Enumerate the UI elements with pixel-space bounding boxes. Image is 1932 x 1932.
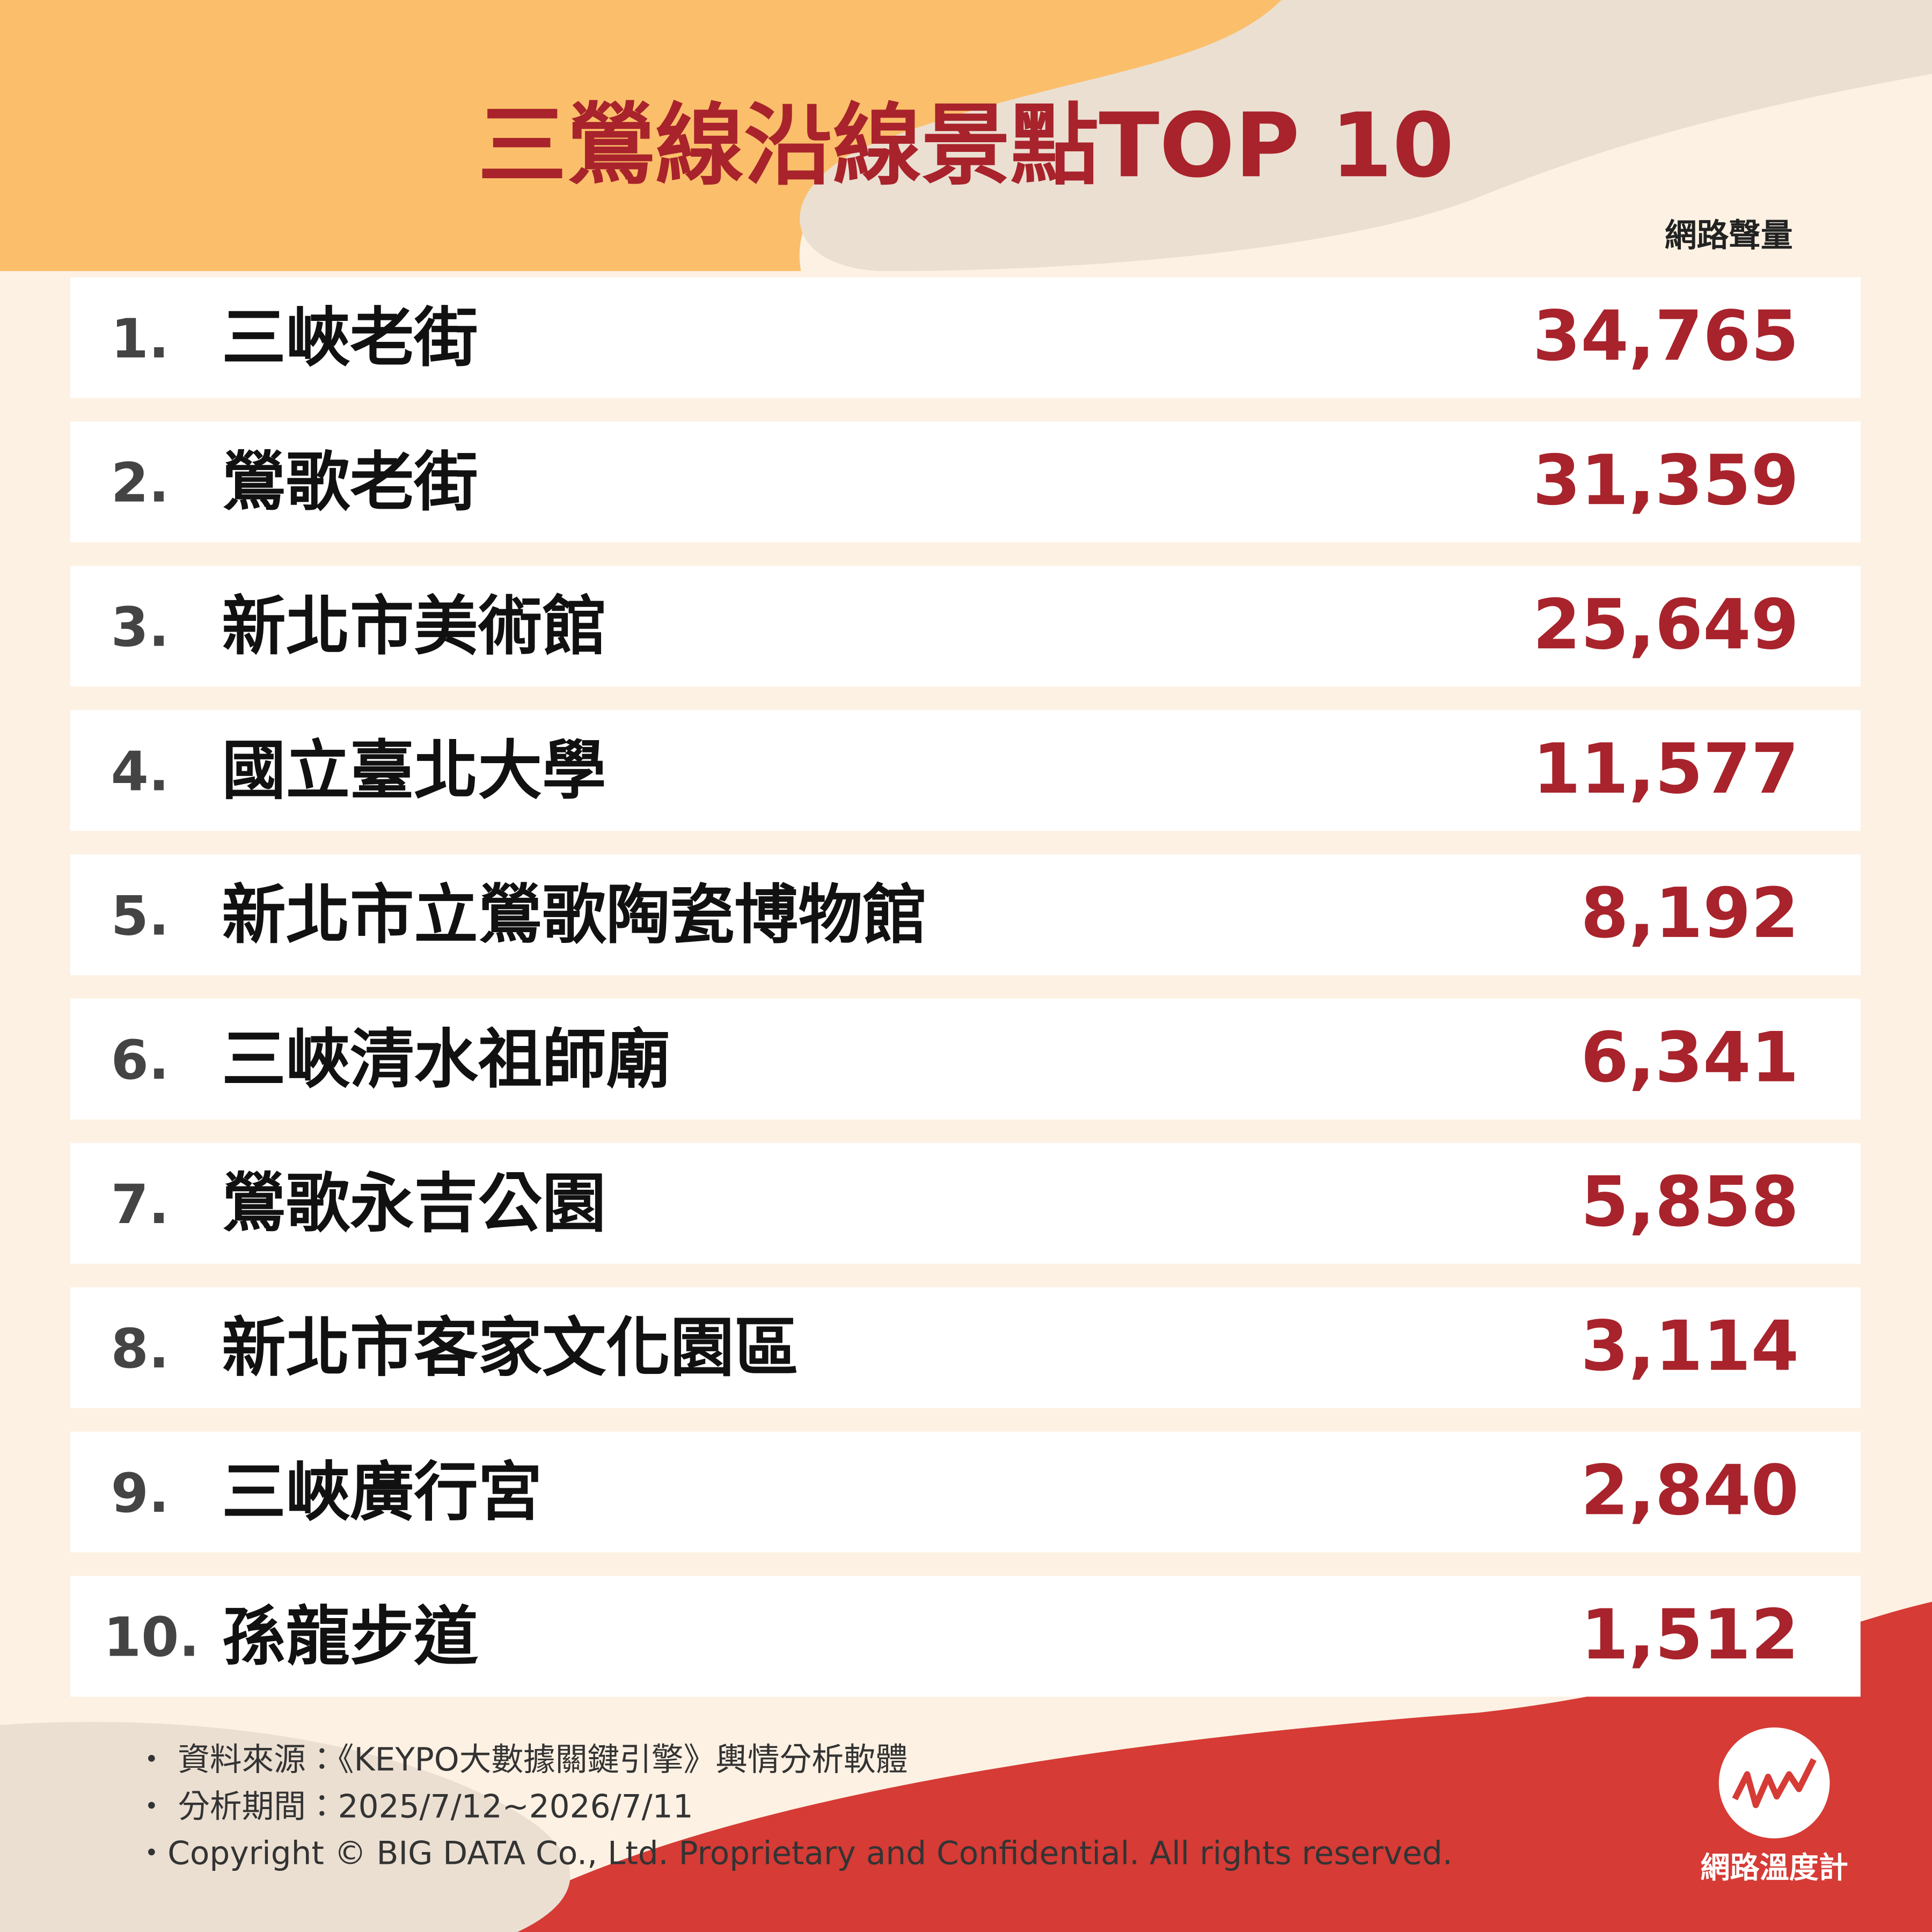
volume: 31,359: [1533, 441, 1799, 521]
spot-name: 新北市美術館: [222, 589, 606, 664]
footer-line: ・ 分析期間：2025/7/12~2026/7/11: [136, 1788, 693, 1825]
logo-icon: [1732, 1758, 1817, 1809]
row-band: [70, 854, 1861, 976]
row-band: [70, 1431, 1861, 1553]
spot-name: 鶯歌老街: [222, 445, 478, 519]
volume: 25,649: [1533, 585, 1799, 665]
row-band: [70, 421, 1861, 543]
spot-name: 新北市立鶯歌陶瓷博物館: [222, 878, 926, 953]
column-label: 網路聲量: [1665, 217, 1793, 254]
rank: 9.: [111, 1461, 170, 1525]
volume: 34,765: [1533, 296, 1799, 376]
volume: 11,577: [1533, 729, 1799, 809]
logo-circle: [1718, 1727, 1830, 1839]
row-band: [70, 1287, 1861, 1408]
spot-name: 孫龍步道: [222, 1599, 478, 1674]
spot-name: 三峽廣行宮: [222, 1455, 542, 1529]
footer: ・ 資料來源：《KEYPO大數據關鍵引擎》輿情分析軟體・ 分析期間：2025/7…: [136, 1741, 1453, 1872]
rank: 6.: [111, 1028, 170, 1092]
row-band: [70, 277, 1861, 398]
footer-line: ・Copyright © BIG DATA Co., Ltd. Propriet…: [136, 1835, 1453, 1872]
row-band: [70, 1143, 1861, 1264]
rank: 8.: [111, 1317, 170, 1380]
volume: 8,192: [1580, 874, 1799, 954]
rank: 7.: [111, 1173, 170, 1236]
row-band: [70, 566, 1861, 687]
volume: 6,341: [1580, 1018, 1799, 1098]
spot-name: 國立臺北大學: [222, 734, 606, 808]
volume: 1,512: [1580, 1595, 1799, 1675]
rank: 1.: [111, 307, 170, 370]
red-blob: [468, 1601, 1932, 1932]
rank: 2.: [111, 451, 170, 515]
volume: 3,114: [1580, 1307, 1799, 1387]
rank: 10.: [104, 1606, 200, 1669]
volume: 2,840: [1580, 1451, 1799, 1531]
row-band: [70, 1576, 1861, 1697]
beige-blob-bottom: [0, 1722, 570, 1932]
title: 三鶯線沿線景點TOP 10: [478, 94, 1454, 197]
spot-name: 三峽老街: [222, 301, 478, 375]
spot-name: 鶯歌永吉公園: [222, 1167, 606, 1241]
rows: 1. 三峽老街 34,765 2. 鶯歌老街 31,359 3. 新北市美術館 25,649 4.…: [70, 277, 1861, 1697]
rank: 3.: [111, 596, 170, 659]
row-band: [70, 998, 1861, 1119]
spot-name: 新北市客家文化園區: [222, 1311, 798, 1386]
row-band: [70, 710, 1861, 831]
rank: 5.: [111, 884, 170, 947]
orange-blob: [0, 0, 1282, 272]
spot-name: 三峽清水祖師廟: [222, 1022, 670, 1097]
rank: 4.: [111, 740, 170, 803]
beige-blob: [800, 0, 1932, 272]
footer-line: ・ 資料來源：《KEYPO大數據關鍵引擎》輿情分析軟體: [136, 1741, 908, 1779]
logo-label: 網路溫度計: [1700, 1850, 1848, 1885]
volume: 5,858: [1580, 1162, 1799, 1242]
